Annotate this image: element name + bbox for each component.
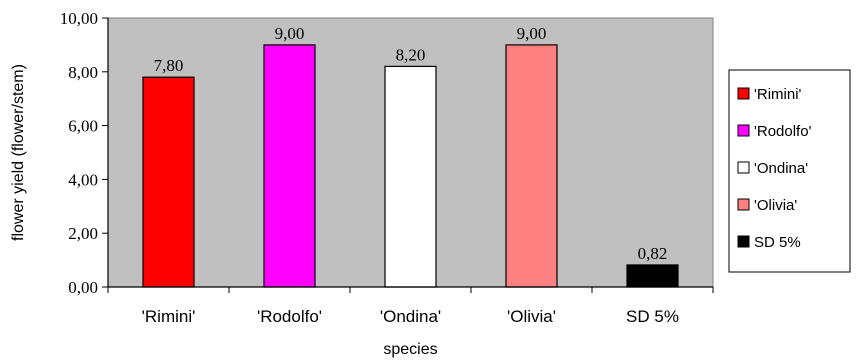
bar — [626, 264, 679, 288]
category-label: 'Rodolfo' — [257, 307, 322, 326]
legend-swatch — [737, 161, 750, 174]
y-tick-label: 4,00 — [68, 170, 98, 189]
category-labels: 'Rimini' 'Rodolfo' 'Ondina' 'Olivia' SD 5% — [107, 287, 714, 326]
legend-swatch — [737, 198, 750, 211]
category-label: SD 5% — [626, 307, 679, 326]
data-label: 8,20 — [396, 45, 426, 64]
data-label: 9,00 — [275, 24, 305, 43]
category-label: 'Rimini' — [142, 307, 196, 326]
bar — [142, 76, 195, 288]
y-tick-label: 8,00 — [68, 63, 98, 82]
y-tick-label: 6,00 — [68, 117, 98, 136]
x-axis-label: species — [383, 341, 437, 358]
data-label: 7,80 — [154, 56, 184, 75]
legend-swatch — [737, 124, 750, 137]
data-label: 9,00 — [517, 24, 547, 43]
legend-entry: SD 5% — [754, 234, 801, 251]
legend-entry: 'Rodolfo' — [754, 123, 812, 140]
y-tick-label: 0,00 — [68, 278, 98, 297]
data-label: 0,82 — [638, 244, 668, 263]
bar — [505, 44, 558, 288]
y-axis-label: flower yield (flower/stem) — [10, 64, 27, 241]
y-tick-label: 2,00 — [68, 224, 98, 243]
bar — [263, 44, 316, 288]
legend-swatch — [737, 235, 750, 248]
legend: 'Rimini' 'Rodolfo' 'Ondina' 'Olivia' SD 5% — [728, 69, 851, 273]
y-axis-ticks: 0,00 2,00 4,00 6,00 8,00 10,00 — [60, 9, 108, 297]
y-tick-label: 10,00 — [60, 9, 98, 28]
legend-entry: 'Olivia' — [754, 197, 797, 214]
bar — [384, 65, 437, 288]
data-labels: 7,80 9,00 8,20 9,00 0,82 — [154, 24, 668, 263]
category-label: 'Ondina' — [380, 307, 441, 326]
legend-entry: 'Rimini' — [754, 86, 802, 103]
category-label: 'Olivia' — [507, 307, 556, 326]
bars — [142, 44, 679, 288]
legend-entry: 'Ondina' — [754, 160, 808, 177]
legend-swatch — [737, 87, 750, 100]
